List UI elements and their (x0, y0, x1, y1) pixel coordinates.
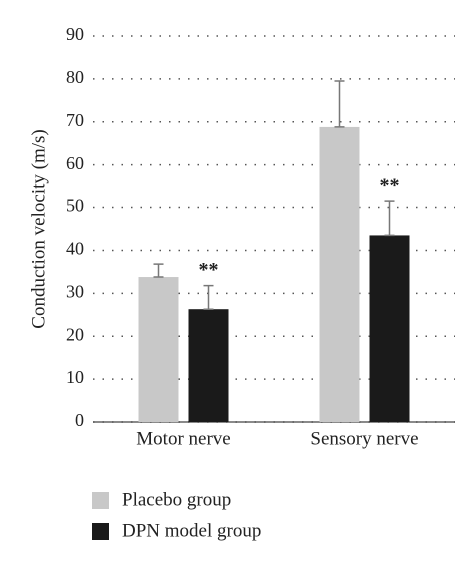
x-tick-label: Sensory nerve (310, 428, 418, 449)
significance-label: ** (380, 175, 400, 197)
bar (369, 235, 410, 422)
y-tick-label: 90 (66, 24, 84, 44)
legend-label: Placebo group (122, 489, 231, 510)
error-bar (334, 80, 345, 128)
bar (188, 309, 229, 422)
error-bar (153, 263, 164, 278)
y-tick-label: 50 (66, 196, 84, 216)
y-tick-label: 20 (66, 324, 84, 344)
bar (138, 277, 179, 422)
error-bar (384, 200, 395, 237)
x-tick-label: Motor nerve (136, 428, 230, 449)
y-axis-label: Conduction velocity (m/s) (28, 129, 49, 328)
y-tick-label: 60 (66, 153, 84, 173)
y-tick-label: 30 (66, 281, 84, 301)
y-tick-label: 0 (75, 410, 84, 430)
y-tick-label: 70 (66, 110, 84, 130)
error-bar (203, 284, 214, 310)
y-tick-label: 40 (66, 239, 84, 259)
y-tick-label: 80 (66, 67, 84, 87)
significance-label: ** (199, 259, 219, 281)
bar (319, 126, 360, 423)
legend-swatch (92, 523, 109, 540)
y-tick-label: 10 (66, 367, 84, 387)
legend-label: DPN model group (122, 520, 261, 541)
legend-swatch (92, 492, 109, 509)
